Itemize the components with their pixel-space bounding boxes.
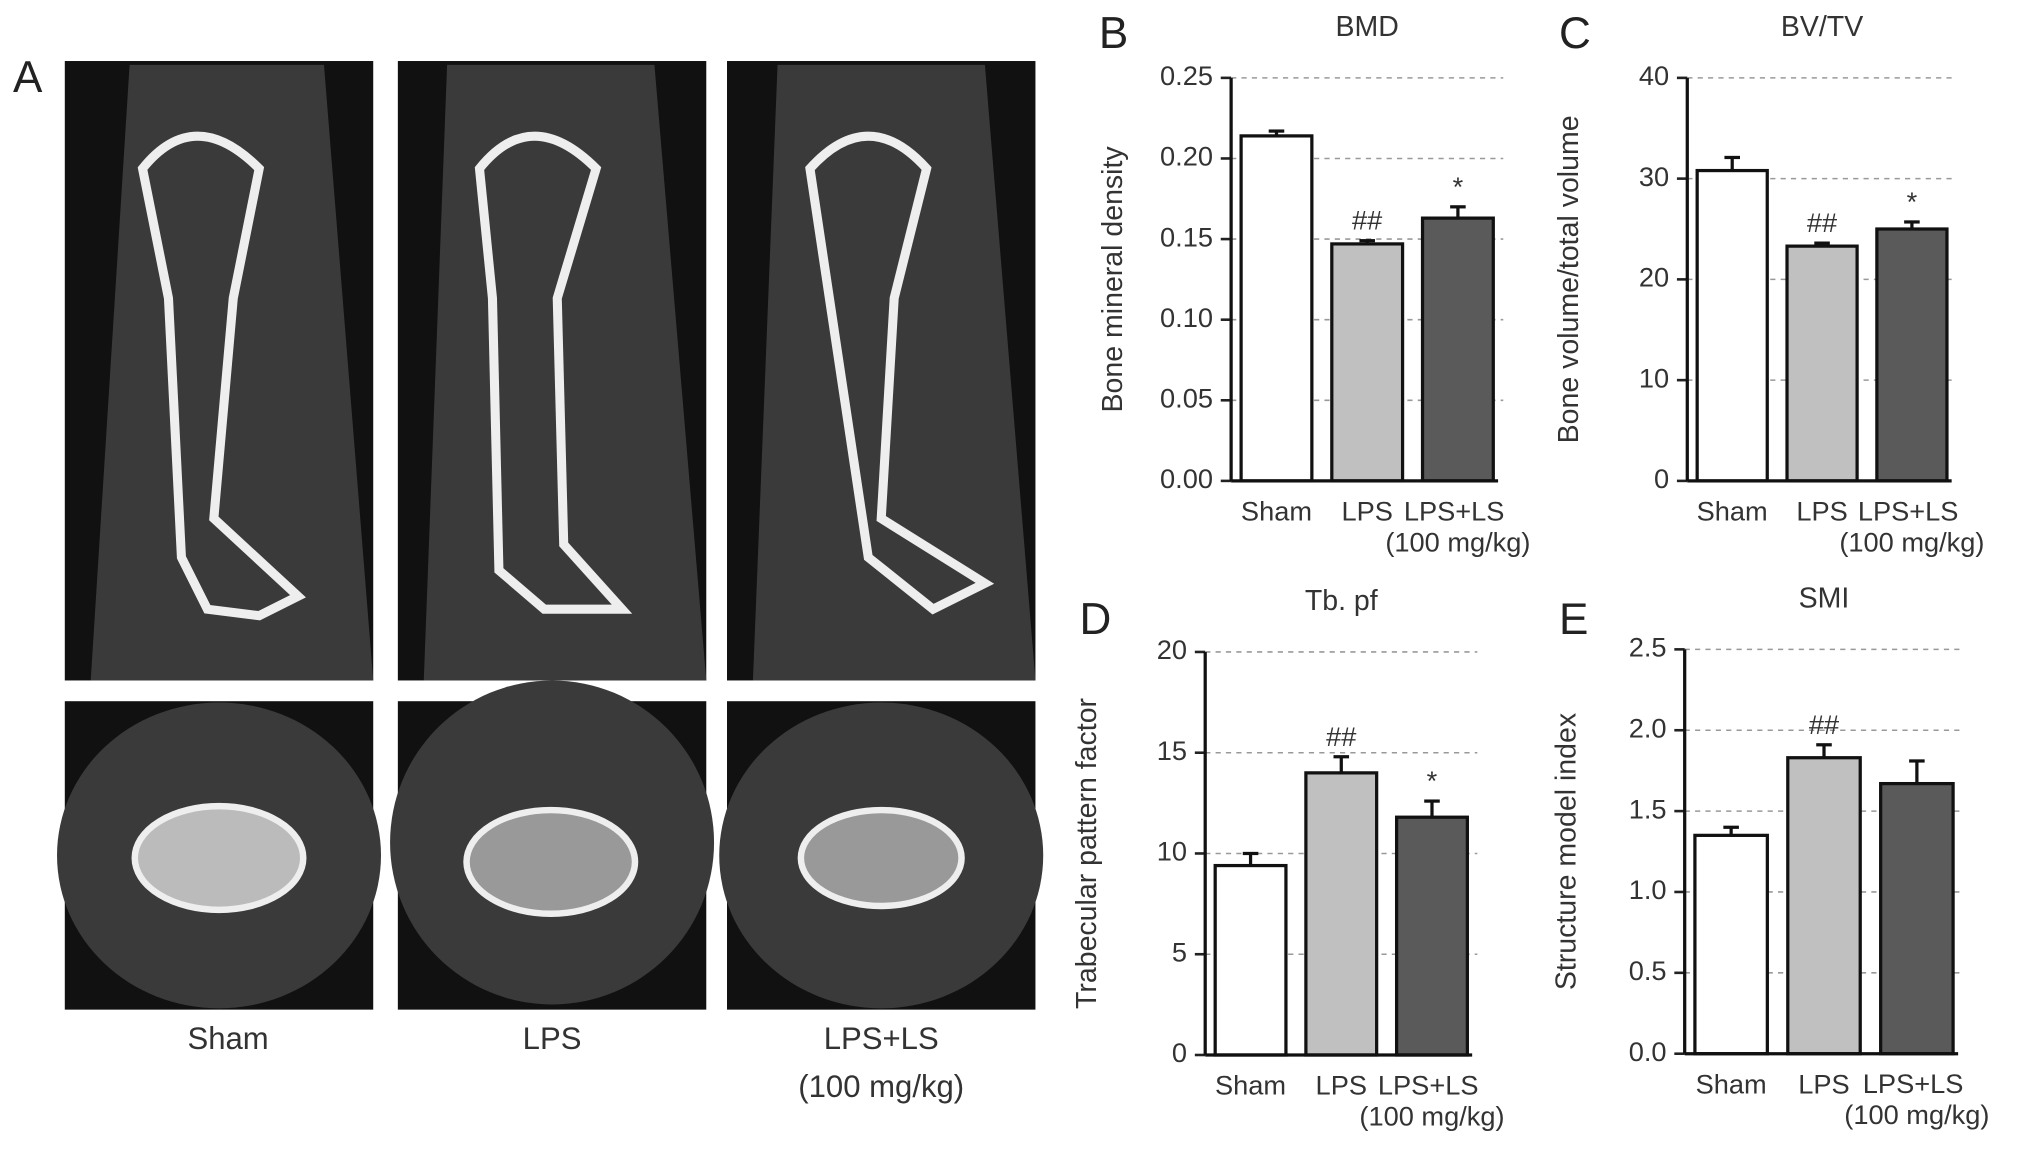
x-tick-label-line: LPS+LS (1404, 495, 1512, 526)
y-tick-label: 20 (1157, 634, 1187, 665)
panel-letter: D (1080, 595, 1112, 644)
significance-mark: ## (1352, 205, 1382, 236)
y-tick-label: 1.5 (1629, 793, 1667, 824)
significance-mark: ## (1326, 721, 1356, 752)
chart-title: BV/TV (1781, 11, 1863, 43)
y-tick-label: 5 (1172, 936, 1187, 967)
x-tick-label: LPS (1798, 1068, 1849, 1099)
bone-section (797, 806, 965, 910)
panel-letter: C (1559, 9, 1591, 58)
x-tick-label: Sham (1215, 1070, 1286, 1101)
x-tick-label-line: (100 mg/kg) (1359, 1101, 1504, 1132)
bar (1875, 227, 1949, 483)
bone (137, 131, 306, 621)
chart-title: Tb. pf (1305, 585, 1378, 617)
x-tick-label: Sham (1241, 495, 1312, 526)
significance-mark: ## (1809, 709, 1839, 740)
bar (1304, 771, 1379, 1057)
x-tick-label-line: (100 mg/kg) (1839, 527, 1984, 558)
bar (1879, 781, 1955, 1056)
y-tick-label: 0.0 (1629, 1036, 1667, 1067)
x-tick-label: LPS+LS (100 mg/kg) (1385, 495, 1530, 557)
y-tick-label: 30 (1639, 161, 1669, 192)
bone (474, 131, 633, 614)
y-axis-label: Bone volume/total volume (1553, 115, 1585, 443)
y-tick-label: 1.0 (1629, 874, 1667, 905)
y-tick-label: 0.15 (1160, 221, 1213, 252)
x-tick-label: LPS (1341, 495, 1392, 526)
chart-title: BMD (1336, 11, 1399, 43)
image-caption: (100 mg/kg) (798, 1069, 964, 1104)
y-tick-label: 40 (1639, 60, 1669, 91)
y-tick-label: 20 (1639, 262, 1669, 293)
bone-section (463, 806, 639, 917)
y-tick-label: 10 (1157, 836, 1187, 867)
x-tick-label-line: LPS+LS (1863, 1068, 1971, 1099)
significance-mark: * (1907, 186, 1918, 217)
bar (1693, 833, 1769, 1056)
bar (1695, 168, 1769, 483)
bar (1213, 863, 1288, 1057)
bar (1786, 756, 1862, 1056)
bar (1420, 216, 1495, 483)
y-tick-label: 0.5 (1629, 955, 1667, 986)
x-tick-label: LPS (1796, 495, 1847, 526)
x-tick-label: LPS+LS (100 mg/kg) (1839, 495, 1984, 557)
y-tick-label: 0.00 (1160, 463, 1213, 494)
panel-letter: A (13, 53, 43, 102)
y-tick-label: 10 (1639, 362, 1669, 393)
micro-ct-images (57, 61, 1044, 1010)
y-axis-label: Bone mineral density (1097, 146, 1129, 413)
y-tick-label: 0 (1654, 463, 1669, 494)
significance-mark: * (1427, 765, 1438, 796)
x-tick-label: LPS+LS (100 mg/kg) (1359, 1070, 1504, 1132)
x-tick-label-line: LPS+LS (1378, 1070, 1486, 1101)
y-tick-label: 0.10 (1160, 302, 1213, 333)
x-tick-label: LPS+LS (100 mg/kg) (1844, 1068, 1989, 1130)
chart-title: SMI (1799, 583, 1850, 615)
bone-section (131, 802, 307, 914)
panel-letter: B (1099, 9, 1128, 58)
y-axis-label: Trabecular pattern factor (1071, 697, 1103, 1009)
y-tick-label: 2.5 (1629, 632, 1667, 663)
y-tick-label: 0.25 (1160, 60, 1213, 91)
y-tick-label: 2.0 (1629, 712, 1667, 743)
y-tick-label: 0.20 (1160, 141, 1213, 172)
panel-letter: E (1559, 595, 1588, 644)
scan-field (90, 64, 374, 681)
x-tick-label: Sham (1697, 495, 1768, 526)
bar (1239, 134, 1314, 483)
significance-mark: ## (1807, 207, 1837, 238)
bone (805, 131, 995, 615)
x-tick-label: LPS (1316, 1070, 1367, 1101)
x-tick-label: Sham (1696, 1068, 1767, 1099)
y-tick-label: 15 (1157, 735, 1187, 766)
image-caption: LPS (523, 1021, 582, 1056)
y-axis-label: Structure model index (1551, 713, 1583, 990)
image-caption: LPS+LS (824, 1021, 939, 1056)
x-tick-label-line: LPS+LS (1858, 495, 1966, 526)
x-tick-label-line: (100 mg/kg) (1385, 527, 1530, 558)
bar (1330, 242, 1405, 483)
x-tick-label-line: (100 mg/kg) (1844, 1099, 1989, 1130)
y-tick-label: 0.05 (1160, 382, 1213, 413)
y-tick-label: 0 (1172, 1037, 1187, 1068)
bar (1785, 244, 1859, 483)
significance-mark: * (1453, 171, 1464, 202)
bar (1394, 815, 1469, 1057)
image-caption: Sham (187, 1021, 268, 1056)
